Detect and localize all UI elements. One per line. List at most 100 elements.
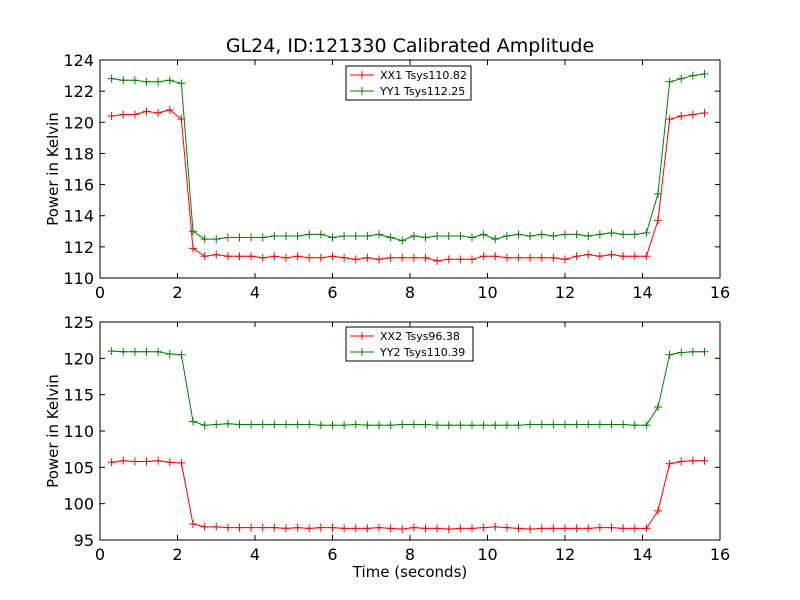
data-point (642, 421, 651, 430)
data-point (502, 253, 511, 262)
x-tick-label: 10 (477, 283, 497, 302)
data-point (247, 523, 256, 532)
data-point (363, 524, 372, 533)
y-tick-label: 120 (63, 349, 94, 368)
data-point (223, 523, 232, 532)
data-point (665, 77, 674, 86)
data-point (212, 250, 221, 259)
data-point (514, 253, 523, 262)
data-point (479, 252, 488, 261)
data-point (165, 105, 174, 114)
data-point (619, 230, 628, 239)
data-point (235, 420, 244, 429)
data-point (107, 74, 116, 83)
data-point (375, 255, 383, 264)
data-point (677, 74, 686, 83)
data-point (630, 230, 639, 239)
data-point (514, 524, 523, 533)
top-panel: 0 2 4 6 8 10 12 14 16 110 112 114 116 118 120 122 124 Pow… (44, 51, 730, 302)
data-point (409, 253, 418, 262)
data-point (177, 458, 186, 467)
data-point (526, 253, 535, 262)
y-tick-label: 112 (63, 238, 94, 257)
data-point (398, 236, 407, 245)
data-point (444, 231, 453, 240)
data-point (572, 252, 581, 261)
data-point (572, 524, 581, 533)
data-point (421, 524, 430, 533)
data-point (700, 108, 709, 117)
data-point (479, 421, 488, 430)
data-point (351, 231, 360, 240)
x-tick-label: 2 (172, 545, 182, 564)
data-point (561, 230, 569, 239)
data-point (177, 350, 186, 359)
series-line-1 (111, 460, 705, 530)
x-tick-label: 8 (405, 545, 415, 564)
data-point (386, 253, 395, 262)
data-point (142, 347, 151, 356)
data-point (340, 231, 349, 240)
data-point (154, 108, 163, 117)
data-point (212, 522, 221, 531)
data-point (351, 255, 360, 264)
legend-label: YY2 Tsys110.39 (379, 346, 465, 359)
legend-marker (358, 332, 366, 340)
data-point (665, 459, 674, 468)
data-point (479, 230, 488, 239)
data-point (595, 230, 604, 239)
data-point (619, 524, 628, 533)
data-point (433, 421, 442, 430)
data-point (305, 253, 314, 262)
y-tick-label: 105 (63, 458, 94, 477)
data-point (316, 523, 325, 532)
data-point (130, 76, 139, 85)
data-point (537, 420, 546, 429)
data-point (363, 421, 372, 430)
y-tick-label: 100 (63, 495, 94, 514)
data-point (154, 77, 163, 86)
data-point (165, 76, 174, 85)
data-point (607, 228, 616, 237)
y-tick-label: 118 (63, 144, 94, 163)
data-point (107, 458, 116, 467)
data-point (456, 255, 465, 264)
y-tick-label: 124 (63, 51, 94, 70)
data-point (340, 524, 349, 533)
data-point (328, 523, 337, 532)
data-point (421, 420, 430, 429)
data-point (468, 524, 476, 533)
data-point (189, 520, 197, 529)
data-point (189, 417, 197, 426)
data-point (688, 347, 697, 356)
data-point (584, 250, 593, 259)
data-point (526, 420, 535, 429)
data-point (177, 79, 186, 88)
data-point (630, 252, 639, 261)
x-tick-label: 12 (555, 545, 575, 564)
data-point (502, 523, 511, 532)
data-point (189, 227, 197, 236)
data-point (189, 244, 197, 253)
data-point (375, 230, 383, 239)
y-tick-label: 110 (63, 422, 94, 441)
data-point (502, 421, 511, 430)
data-point (212, 420, 221, 429)
data-point (282, 524, 290, 533)
data-point (119, 110, 128, 119)
data-point (165, 458, 174, 467)
data-point (468, 233, 476, 242)
y-axis-label: Power in Kelvin (44, 374, 62, 488)
data-point (165, 349, 174, 358)
data-point (502, 231, 511, 240)
data-point (282, 420, 290, 429)
y-tick-label: 120 (63, 113, 94, 132)
data-point (223, 233, 232, 242)
data-point (398, 420, 407, 429)
data-point (595, 523, 604, 532)
data-point (258, 523, 267, 532)
x-axis-label: Time (seconds) (352, 563, 468, 581)
data-point (444, 421, 453, 430)
x-tick-label: 4 (250, 283, 260, 302)
legend-label: YY1 Tsys112.25 (379, 85, 465, 98)
